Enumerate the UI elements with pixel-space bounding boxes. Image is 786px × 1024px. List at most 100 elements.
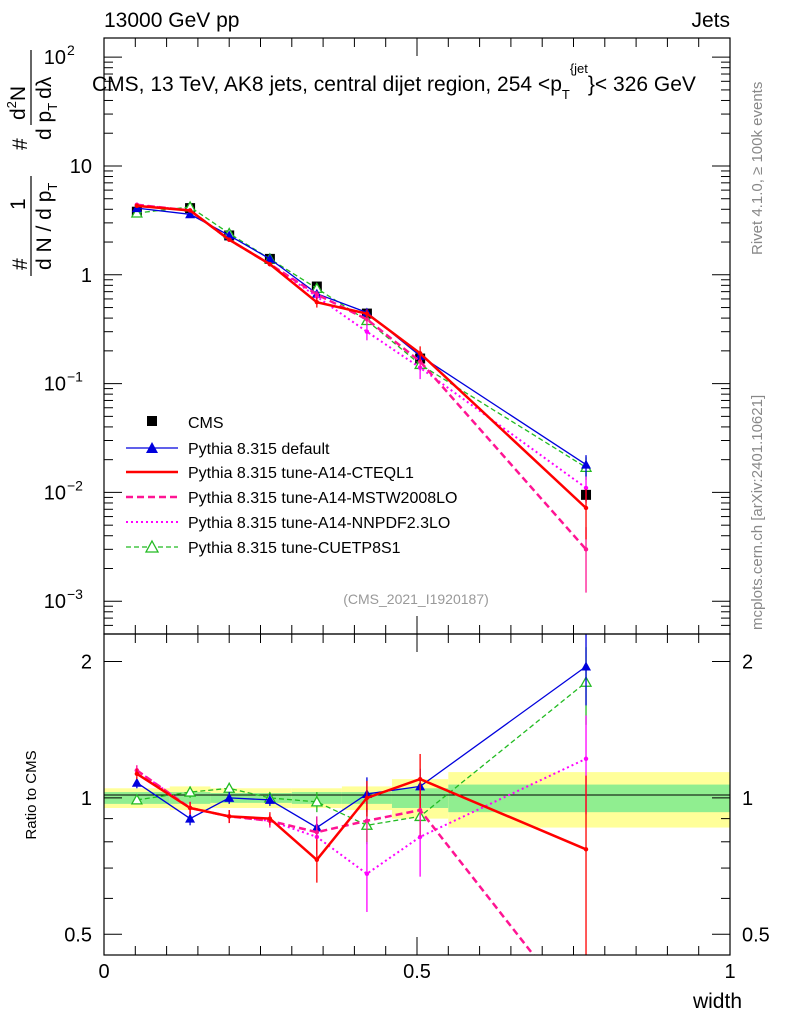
main-point-cuetp8s1-0 xyxy=(130,206,143,218)
main-ytick-label-0: 10 xyxy=(44,47,66,69)
ratio-line-cteql1 xyxy=(136,772,587,862)
main-point-default-1 xyxy=(185,209,196,219)
ratio-ylabel: Ratio to CMS xyxy=(23,750,40,839)
ratio-line-cuetp8s1 xyxy=(136,681,587,826)
ratio-point-cteql1-1 xyxy=(187,805,193,811)
main-ylabel: # 1 d N / d pT # d2N d pTdλ xyxy=(4,50,60,276)
ratio-point-cuetp8s1-0 xyxy=(130,793,143,805)
ratio-point-cuetp8s1-4 xyxy=(310,795,323,807)
ylabel-dpT: d pTdλ xyxy=(33,76,60,140)
main-point-mstw-5 xyxy=(364,317,370,322)
legend: CMS Pythia 8.315 default Pythia 8.315 tu… xyxy=(126,415,457,557)
legend-marker-default xyxy=(146,442,158,453)
ratio-point-default-3 xyxy=(264,794,275,804)
legend-label-cms: CMS xyxy=(188,415,224,432)
main-ytick-label-exp-5: −3 xyxy=(67,586,83,602)
ratio-point-default-7 xyxy=(581,661,592,671)
title-pre: CMS, 13 TeV, AK8 jets, central dijet reg… xyxy=(92,73,562,96)
main-point-cteql1-2 xyxy=(227,237,232,242)
legend-label-nnpdf: Pythia 8.315 tune-A14-NNPDF2.3LO xyxy=(188,515,450,532)
ylabel-hash-2: # xyxy=(9,138,32,150)
main-point-cteql1-6 xyxy=(417,351,423,356)
ylabel-hash-1: # xyxy=(9,258,32,270)
ylabel-T2: T xyxy=(45,103,60,111)
ratio-point-nnpdf-7 xyxy=(583,756,589,761)
legend-entry-default: Pythia 8.315 default xyxy=(126,441,330,458)
main-ytick-label-3: 10 xyxy=(44,374,66,396)
legend-entry-cms: CMS xyxy=(147,415,224,432)
main-ytick-label-1: 10 xyxy=(70,156,92,178)
ratio-point-mstw-4 xyxy=(314,829,320,835)
main-ytick-label-exp-0: 2 xyxy=(67,42,75,58)
ratio-xtick-label-0: 0 xyxy=(98,961,109,983)
main-line-cteql1 xyxy=(136,204,587,509)
side-label-top: Rivet 4.1.0, ≥ 100k events xyxy=(749,82,766,255)
main-point-cteql1-1 xyxy=(187,208,193,213)
legend-entry-cteql1: Pythia 8.315 tune-A14-CTEQL1 xyxy=(126,465,414,482)
header-right: Jets xyxy=(691,9,730,32)
title-sub: T xyxy=(562,87,570,102)
side-label-bottom: mcplots.cern.ch [arXiv:2401.10621] xyxy=(749,395,766,630)
main-ytick-label-2: 1 xyxy=(81,265,92,287)
main-point-mstw-7 xyxy=(583,547,589,552)
ratio-point-nnpdf-5 xyxy=(364,871,370,876)
ratio-point-cteql1-6 xyxy=(417,776,423,782)
main-point-cteql1-4 xyxy=(314,299,320,305)
ylabel-two: 2 xyxy=(4,101,19,108)
ratio-xlabel: width xyxy=(692,990,742,1013)
ratio-point-default-2 xyxy=(224,792,235,802)
ylabel-one: 1 xyxy=(7,198,30,210)
main-point-cteql1-7 xyxy=(583,505,589,511)
ratio-point-default-0 xyxy=(131,777,142,787)
legend-marker-cms xyxy=(147,416,157,426)
main-point-mstw-4 xyxy=(314,292,320,297)
ratio-ytick-label-right-1: 1 xyxy=(742,788,753,810)
title-close: } xyxy=(588,73,595,96)
analysis-id: (CMS_2021_I1920187) xyxy=(343,591,489,607)
title-sup: {jet xyxy=(570,61,588,76)
ratio-ytick-label-right-2: 0.5 xyxy=(742,924,770,946)
ylabel-d2N: d2N xyxy=(4,86,30,120)
ylabel-dlam: dλ xyxy=(33,76,56,99)
header-left: 13000 GeV pp xyxy=(104,9,239,32)
main-point-cteql1-5 xyxy=(364,311,370,316)
main-point-nnpdf-7 xyxy=(583,485,589,491)
legend-entry-nnpdf: Pythia 8.315 tune-A14-NNPDF2.3LO xyxy=(126,515,450,532)
ratio-xtick-label-1: 0.5 xyxy=(403,961,431,983)
title-post: < 326 GeV xyxy=(595,73,696,96)
ylabel-dN: d N / d pT xyxy=(33,183,60,270)
ylabel-N: N xyxy=(7,86,30,101)
main-point-nnpdf-5 xyxy=(364,329,370,334)
main-ytick-label-exp-3: −1 xyxy=(67,369,83,385)
ratio-panel: 2 2 1 1 0.5 0.5 0 0.5 1 Ratio to CMS width xyxy=(23,633,770,1013)
ratio-point-cteql1-2 xyxy=(227,814,232,819)
ratio-ytick-label-left-1: 1 xyxy=(81,788,92,810)
main-line-cuetp8s1 xyxy=(136,206,587,468)
ratio-band-inner-7 xyxy=(448,784,730,813)
ratio-point-cteql1-3 xyxy=(267,816,273,821)
ratio-band-inner-1 xyxy=(169,792,211,804)
ylabel-dpT-text: d p xyxy=(33,111,56,140)
ratio-point-cteql1-5 xyxy=(364,795,370,801)
main-ytick-label-exp-4: −2 xyxy=(67,477,83,493)
legend-label-cuetp8s1: Pythia 8.315 tune-CUETP8S1 xyxy=(188,540,401,557)
main-ytick-label-4: 10 xyxy=(44,482,66,504)
main-point-cteql1-0 xyxy=(134,203,140,209)
legend-label-default: Pythia 8.315 default xyxy=(188,441,330,458)
ratio-point-cteql1-0 xyxy=(134,771,140,777)
main-point-default-3 xyxy=(264,253,275,263)
main-line-default xyxy=(136,207,587,466)
ratio-point-cuetp8s1-2 xyxy=(223,781,236,793)
legend-entry-mstw: Pythia 8.315 tune-A14-MSTW2008LO xyxy=(126,490,457,507)
ratio-point-cteql1-7 xyxy=(583,847,589,852)
ratio-point-mstw-6 xyxy=(417,807,423,813)
ratio-xtick-label-2: 1 xyxy=(724,961,735,983)
legend-label-mstw: Pythia 8.315 tune-A14-MSTW2008LO xyxy=(188,490,457,507)
ratio-ytick-label-left-0: 2 xyxy=(81,651,92,673)
ylabel-T1: T xyxy=(45,183,60,191)
ylabel-dN-text: d N / d p xyxy=(33,191,56,270)
main-point-cteql1-3 xyxy=(267,262,273,267)
ratio-point-mstw-5 xyxy=(364,818,370,824)
